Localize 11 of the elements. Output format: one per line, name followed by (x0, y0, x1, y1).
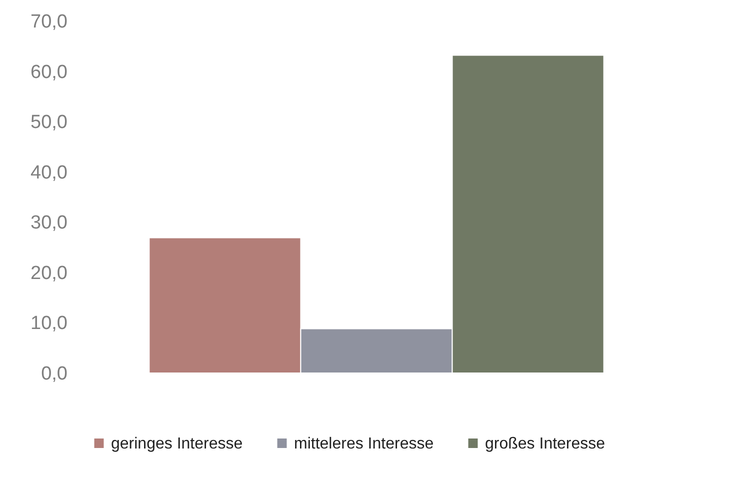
y-tick-label: 10,0 (30, 313, 68, 334)
y-tick-label: 20,0 (30, 262, 68, 284)
legend-label: mitteleres Interesse (294, 435, 434, 452)
y-tick-label: 0,0 (41, 364, 68, 384)
y-tick-label: 30,0 (30, 212, 68, 234)
legend-label: geringes Interesse (111, 435, 243, 452)
y-tick-label: 50,0 (30, 112, 68, 134)
y-tick-label: 40,0 (30, 162, 68, 184)
legend-label: großes Interesse (485, 435, 606, 452)
y-tick-label: 70,0 (30, 12, 68, 32)
y-tick-label: 60,0 (30, 62, 68, 83)
